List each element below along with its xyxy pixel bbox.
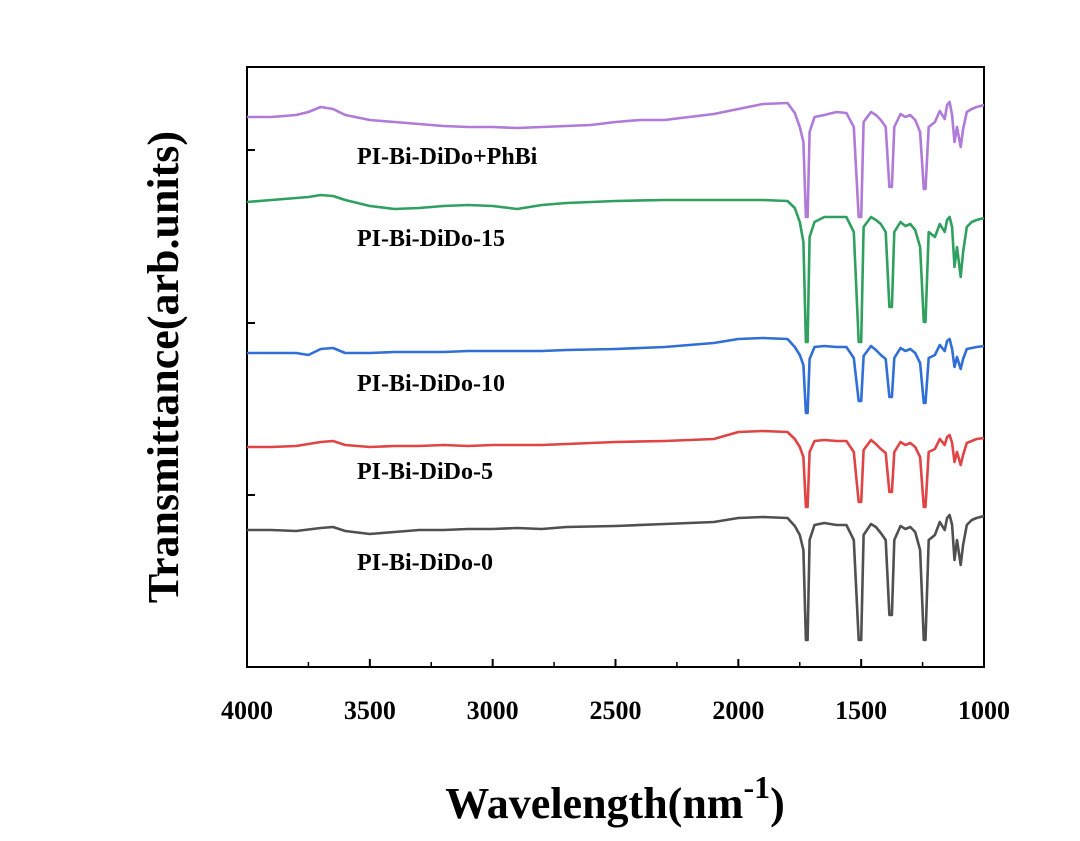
series-label-3: PI-Bi-DiDo-15 [357, 226, 505, 252]
x-axis-title-superscript: -1 [743, 769, 770, 805]
series-label-0: PI-Bi-DiDo-0 [357, 550, 493, 576]
series-labels: PI-Bi-DiDo-0 PI-Bi-DiDo-5 PI-Bi-DiDo-10 PI-… [357, 144, 538, 576]
series-line-1 [247, 429, 985, 509]
x-tick-label: 1500 [835, 696, 887, 725]
series-line-0 [247, 513, 985, 642]
series-layer [246, 100, 985, 642]
x-tick-label: 1000 [958, 696, 1010, 725]
x-tick-label: 3500 [344, 696, 396, 725]
x-axis-title: Wavelength(nm-1) [445, 769, 785, 828]
y-axis-title: Transmittance(arb.units) [139, 131, 188, 603]
x-tick-label: 4000 [221, 696, 273, 725]
series-label-1: PI-Bi-DiDo-5 [357, 459, 493, 485]
y-axis [247, 149, 255, 496]
x-tick-label: 2000 [712, 696, 764, 725]
x-tick-label: 2500 [590, 696, 642, 725]
series-label-4: PI-Bi-DiDo+PhBi [357, 144, 538, 170]
x-tick-label: 3000 [467, 696, 519, 725]
series-label-2: PI-Bi-DiDo-10 [357, 371, 505, 397]
x-axis-title-close: ) [770, 779, 785, 828]
series-line-3 [246, 193, 985, 344]
x-axis-title-main: Wavelength(nm [445, 779, 743, 828]
series-line-2 [247, 336, 985, 415]
x-axis: 4000 3500 3000 2500 2000 1500 1000 [221, 659, 1010, 725]
series-line-4 [247, 100, 985, 219]
